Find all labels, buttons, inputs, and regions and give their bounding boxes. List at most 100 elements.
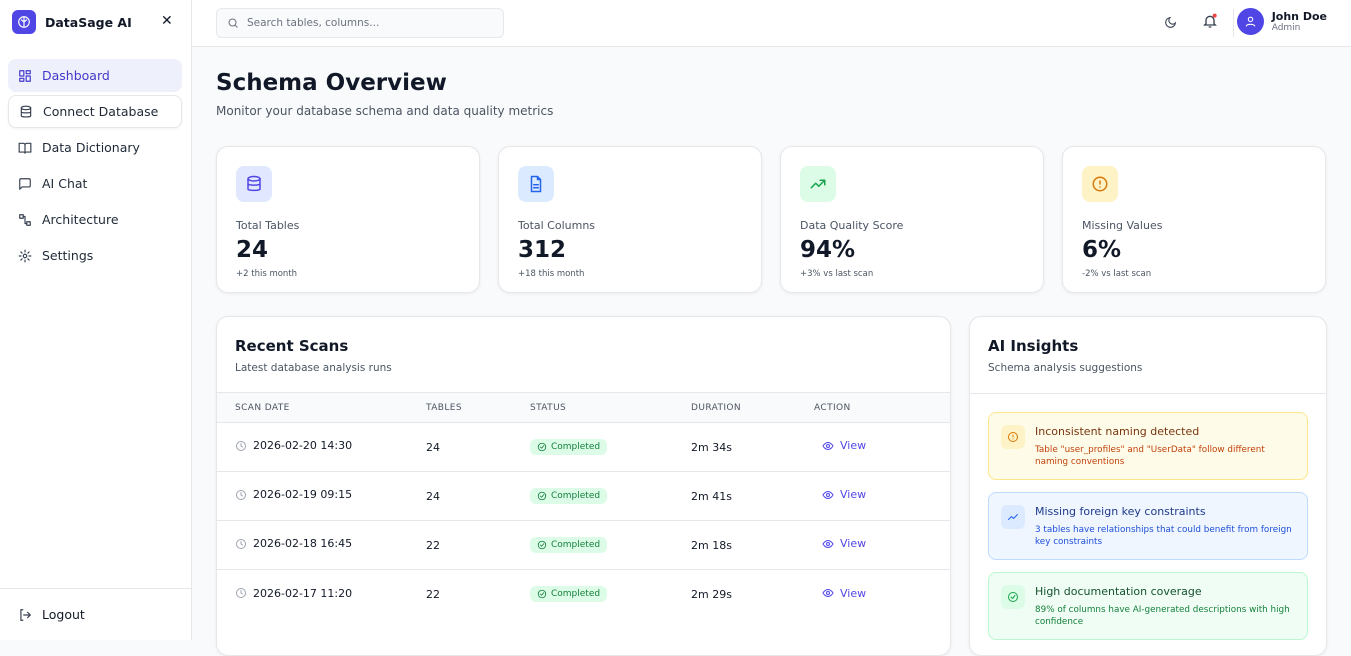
logout-label: Logout [42, 607, 85, 622]
brand: DataSage AI [12, 10, 132, 34]
cell-text-text: 2m 29s [691, 587, 732, 601]
nav-item[interactable]: Settings [8, 239, 182, 272]
cell: 22 [425, 520, 529, 570]
view-button[interactable]: View [822, 439, 866, 452]
divider [970, 393, 1326, 394]
stat-card: Total Columns 312 +18 this month [498, 146, 762, 293]
divider [1233, 9, 1234, 37]
logo [12, 10, 36, 34]
stat-value: 94% [800, 237, 1024, 263]
status-badge: Completed [530, 537, 608, 553]
stat-value: 24 [236, 237, 460, 263]
insight-body: High documentation coverage 89% of column… [1035, 585, 1295, 627]
cell: 24 [425, 422, 529, 472]
scan-row: 2026-02-17 11:20 22 Completed 2m 29s View [217, 569, 950, 619]
insight: Missing foreign key constraints 3 tables … [988, 492, 1308, 560]
stat-note: +18 this month [518, 269, 742, 279]
nav-item[interactable]: Data Dictionary [8, 131, 182, 164]
insight-text-text: 89% of columns have AI-generated descrip… [1035, 605, 1290, 627]
stat-card: Data Quality Score 94% +3% vs last scan [780, 146, 1044, 293]
view-button[interactable]: View [822, 488, 866, 501]
view-button-text: View [840, 439, 867, 453]
cell-text-text: 2m 18s [691, 538, 732, 552]
status-badge-text: Completed [551, 442, 601, 452]
scan-row: 2026-02-18 16:45 22 Completed 2m 18s View [217, 520, 950, 570]
view-button[interactable]: View [822, 537, 866, 550]
cell: View [813, 471, 950, 521]
cell: 24 [425, 471, 529, 521]
insight: Inconsistent naming detected Table "user_… [988, 412, 1308, 480]
stats: Total Tables 24 +2 this month Total Columns… [216, 146, 1327, 293]
insight-text: Table "user_profiles" and "UserData" fol… [1035, 444, 1295, 468]
topbar: Search tables, columns... John Doe Admin [192, 0, 1351, 47]
nav-item-text: Data Dictionary [42, 140, 140, 155]
stat-note-text: +2 this month [236, 269, 298, 279]
cell-text: 24 [426, 490, 440, 503]
page-subtitle: Monitor your database schema and data qu… [216, 104, 554, 118]
scan-date: 2026-02-17 11:20 [235, 587, 352, 600]
insight: High documentation coverage 89% of column… [988, 572, 1308, 640]
cell-text: 2m 29s [691, 588, 732, 601]
view-button[interactable]: View [822, 587, 866, 600]
user-role: Admin [1271, 23, 1301, 33]
insight-icon [1001, 585, 1025, 609]
stat-card: Missing Values 6% -2% vs last scan [1062, 146, 1326, 293]
view-button-text: View [840, 586, 867, 600]
stat-label-text: Data Quality Score [800, 219, 904, 232]
cell: 2026-02-18 16:45 [217, 520, 425, 570]
stat-icon [518, 166, 554, 202]
stat-note: +3% vs last scan [800, 269, 1024, 279]
nav-item-text: Architecture [42, 212, 119, 227]
search[interactable]: Search tables, columns... [216, 8, 504, 38]
cell-text: 22 [426, 539, 440, 552]
nav-item[interactable]: AI Chat [8, 167, 182, 200]
cell: 22 [425, 569, 529, 619]
user-menu[interactable]: John Doe Admin [1236, 8, 1327, 35]
view-button-text: View [840, 537, 867, 551]
cell: 2026-02-17 11:20 [217, 569, 425, 619]
scan-row: 2026-02-19 09:15 24 Completed 2m 41s View [217, 471, 950, 521]
cell: Completed [529, 422, 690, 472]
column-header-text: ACTION [814, 402, 851, 413]
scan-date: 2026-02-20 14:30 [235, 439, 352, 452]
cell-text-text: 2m 34s [691, 440, 732, 454]
stat-label: Total Tables [236, 219, 460, 232]
insight-title-text: Inconsistent naming detected [1035, 425, 1200, 438]
cell-text: 24 [426, 441, 440, 454]
cell: 2m 41s [690, 471, 813, 521]
cell: 2026-02-20 14:30 [217, 422, 425, 472]
cell: View [813, 422, 950, 472]
cell-text-text: 22 [426, 587, 440, 601]
status-badge-text: Completed [551, 540, 601, 550]
insight-icon [1001, 505, 1025, 529]
nav-item[interactable]: Connect Database [8, 95, 182, 128]
logout[interactable]: Logout [0, 588, 191, 640]
status-badge: Completed [530, 586, 608, 603]
status-badge: Completed [530, 488, 608, 504]
nav-item-text: Connect Database [43, 104, 159, 119]
nav-item-text: AI Chat [42, 176, 88, 191]
stat-icon [236, 166, 272, 202]
column-header-text: TABLES [426, 402, 462, 413]
status-badge: Completed [530, 439, 608, 455]
column-header: SCAN DATE [217, 392, 425, 423]
stat-note: +2 this month [236, 269, 460, 279]
cell: Completed [529, 471, 690, 521]
theme-toggle[interactable] [1164, 16, 1177, 29]
nav-item[interactable]: Dashboard [8, 59, 182, 92]
user-name: John Doe [1271, 10, 1327, 23]
stat-note-text: -2% vs last scan [1082, 269, 1152, 279]
status-badge-text: Completed [551, 491, 601, 501]
cell-text-text: 24 [426, 440, 440, 454]
notifications[interactable] [1202, 12, 1218, 30]
column-header: STATUS [529, 392, 690, 423]
stat-note-text: +18 this month [518, 269, 585, 279]
nav-item[interactable]: Architecture [8, 203, 182, 236]
status-badge-text: Completed [551, 589, 601, 600]
close-button[interactable]: ✕ [161, 13, 173, 29]
scan-date-text: 2026-02-17 11:20 [253, 586, 353, 600]
ai-insights: AI Insights Schema analysis suggestions … [969, 316, 1327, 656]
column-header-text: STATUS [530, 402, 567, 413]
table-header: SCAN DATE TABLES STATUS DURATION ACTION [217, 392, 950, 423]
